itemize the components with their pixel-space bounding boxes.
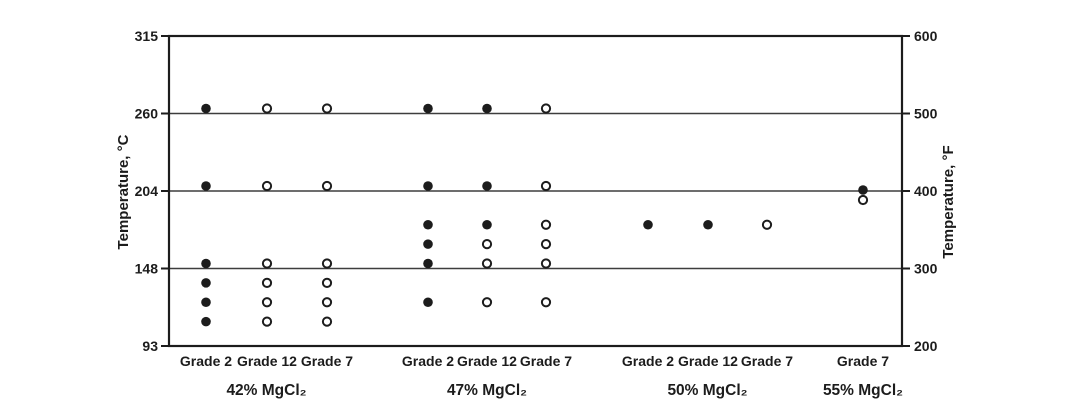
concentration-label: 55% MgCl₂ [823, 382, 903, 399]
grade-label: Grade 12 [457, 353, 517, 369]
data-point-filled [201, 181, 211, 191]
right-axis-tick-labels: 600 500 400 300 200 [914, 28, 938, 354]
data-point-open [761, 219, 773, 230]
concentration-label: 42% MgCl₂ [226, 382, 306, 399]
grade-label: Grade 7 [741, 353, 793, 369]
concentration-group-labels: 42% MgCl₂ 47% MgCl₂ 50% MgCl₂ 55% MgCl₂ [226, 382, 903, 399]
data-point-filled [423, 219, 433, 230]
data-point-open [481, 239, 493, 250]
data-point-open [261, 258, 273, 269]
data-point-open [261, 103, 273, 114]
data-point-filled [423, 181, 433, 191]
left-tick-label: 148 [135, 261, 159, 277]
data-point-filled [482, 181, 492, 191]
data-points [201, 103, 869, 327]
right-tick-label: 400 [914, 183, 938, 199]
data-point-open [321, 316, 333, 327]
data-point-open [540, 180, 552, 192]
y-axis-title-fahrenheit: Temperature, °F [940, 145, 957, 258]
data-point-open [321, 258, 333, 269]
data-point-filled [201, 258, 211, 269]
left-tick-label: 315 [135, 28, 159, 44]
data-point-filled [423, 297, 433, 308]
data-point-filled [423, 103, 433, 114]
data-point-open [540, 297, 552, 308]
data-point-filled [423, 258, 433, 269]
left-tick-label: 93 [142, 338, 158, 354]
gridlines [169, 112, 902, 270]
left-tick-label: 204 [135, 183, 159, 199]
grade-label: Grade 7 [301, 353, 353, 369]
data-point-filled [858, 185, 868, 195]
right-tick-label: 200 [914, 338, 938, 354]
data-point-open [540, 258, 552, 269]
right-tick-label: 600 [914, 28, 938, 44]
data-point-open [540, 239, 552, 250]
grade-label: Grade 7 [837, 353, 889, 369]
grade-label: Grade 7 [520, 353, 572, 369]
data-point-open [540, 219, 552, 230]
data-point-filled [201, 316, 211, 327]
data-point-open [321, 103, 333, 114]
data-point-open [321, 180, 333, 192]
axis-tick-marks [161, 35, 910, 347]
right-tick-label: 300 [914, 261, 938, 277]
plot-border [167, 34, 904, 348]
data-point-filled [201, 103, 211, 114]
data-point-filled [201, 278, 211, 288]
left-tick-label: 260 [135, 106, 159, 122]
grade-label: Grade 2 [180, 353, 232, 369]
data-point-filled [482, 103, 492, 114]
data-point-filled [482, 219, 492, 230]
data-point-open [540, 103, 552, 114]
data-point-filled [423, 239, 433, 249]
data-point-open [261, 277, 273, 288]
grade-label: Grade 2 [622, 353, 674, 369]
data-point-filled [643, 219, 653, 230]
data-point-open [481, 258, 493, 269]
data-point-open [857, 194, 869, 206]
data-point-open [261, 297, 273, 308]
data-point-open [321, 297, 333, 308]
left-axis-tick-labels: 315 260 204 148 93 [135, 28, 159, 354]
data-point-open [321, 277, 333, 288]
data-point-open [481, 297, 493, 308]
data-point-filled [703, 219, 713, 230]
data-point-open [261, 180, 273, 192]
grade-label: Grade 2 [402, 353, 454, 369]
grade-label: Grade 12 [678, 353, 738, 369]
data-point-filled [201, 297, 211, 308]
grade-column-labels: Grade 2 Grade 12 Grade 7 Grade 2 Grade 12 Gra… [180, 353, 889, 369]
right-tick-label: 500 [914, 106, 938, 122]
concentration-label: 47% MgCl₂ [447, 382, 527, 399]
data-point-open [261, 316, 273, 327]
y-axis-title-celsius: Temperature, °C [115, 134, 132, 249]
concentration-label: 50% MgCl₂ [667, 382, 747, 399]
grade-label: Grade 12 [237, 353, 297, 369]
